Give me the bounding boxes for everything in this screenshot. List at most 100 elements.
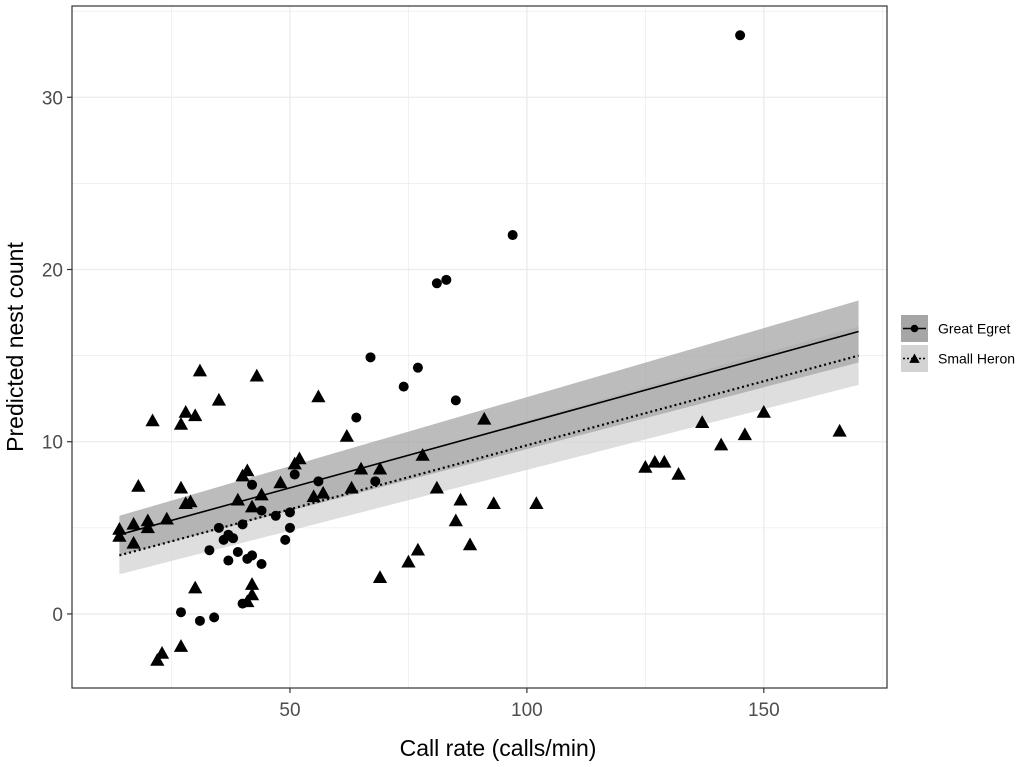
data-point-triangle [671,466,686,480]
data-point-circle [209,612,220,623]
data-point-triangle [254,487,269,501]
data-point-circle [247,479,258,490]
data-point-triangle [211,392,227,406]
data-point-triangle [339,429,354,442]
data-point-triangle [273,475,288,489]
data-point-triangle [126,516,141,530]
data-point-triangle [150,652,165,666]
data-point-triangle [292,451,307,465]
x-axis-title: Call rate (calls/min) [400,735,597,761]
data-point-circle [351,412,362,423]
data-point-triangle [140,513,155,527]
data-point-triangle [477,411,492,425]
data-point-triangle [714,437,729,451]
data-point-triangle [244,577,260,590]
data-point-triangle [126,535,141,549]
data-point-circle [284,522,295,533]
data-point-circle [450,395,461,406]
data-point-triangle [737,427,752,441]
data-point-triangle [230,492,245,506]
data-point-circle [228,533,239,544]
data-point-triangle [240,594,255,608]
data-point-circle [313,476,324,487]
plot-border [71,5,888,689]
data-point-triangle [401,554,416,568]
data-point-circle [280,534,291,545]
data-point-triangle [353,461,369,475]
data-point-circle [735,30,746,41]
data-point-triangle [244,499,260,513]
data-point-circle [194,615,205,626]
data-point-triangle [140,520,155,534]
data-point-triangle [306,489,321,503]
data-point-triangle [112,522,127,535]
data-point-triangle [188,580,203,594]
data-point-circle [223,555,234,566]
data-point-circle [507,230,518,241]
data-point-triangle [415,448,430,461]
data-point-triangle [159,511,174,525]
legend-key [901,345,928,372]
axis-ticks: 50 100 150 0 10 20 30 [42,88,780,721]
fit-line [119,330,859,536]
data-point-triangle [372,461,388,475]
data-point-triangle [695,415,710,429]
data-point-circle [237,519,248,530]
data-point-circle [370,476,381,487]
data-point-triangle [344,480,359,494]
data-point-triangle [462,537,478,551]
data-point-triangle [131,479,146,492]
y-tick-label: 30 [42,88,63,109]
confidence-bands [119,300,859,575]
y-tick-label: 0 [52,605,63,626]
y-tick-label: 20 [42,261,63,282]
data-point-triangle [647,454,662,468]
data-point-circle [270,510,281,521]
data-point-triangle [657,454,672,468]
data-point-triangle [311,389,326,403]
data-point-circle [204,545,215,556]
data-point-triangle [240,463,255,477]
data-point-triangle [154,646,170,659]
legend-key [901,315,928,342]
fit-lines [119,330,859,557]
data-point-triangle [173,417,189,430]
data-point-triangle [638,460,653,473]
data-point-triangle [372,570,388,584]
data-point-triangle [178,404,193,418]
legend-label: Great Egret [938,321,1010,337]
data-point-circle [213,522,224,533]
data-point-circle [256,559,267,569]
data-points [112,30,847,666]
data-point-circle [441,274,452,285]
data-point-circle [247,550,258,561]
x-tick-label: 50 [279,700,300,721]
data-point-circle [412,362,423,373]
data-point-circle [365,352,376,363]
data-point-triangle [183,494,198,508]
data-point-circle [398,381,409,392]
data-point-triangle [316,485,331,499]
data-point-triangle [486,496,501,509]
legend-label: Small Heron [938,351,1015,367]
data-point-triangle [529,496,544,509]
data-point-triangle [244,587,260,601]
legend-key-triangle [909,353,920,363]
legend: Great Egret Small Heron [901,315,1015,372]
y-axis-title: Predicted nest count [2,242,28,452]
data-point-circle [232,546,243,557]
data-point-triangle [832,423,847,437]
data-point-circle [289,469,300,480]
data-point-triangle [145,413,160,427]
data-point-triangle [173,639,189,652]
data-point-circle [284,507,295,518]
data-point-circle [175,607,186,618]
confidence-band [119,300,859,556]
data-point-triangle [112,528,127,542]
data-point-triangle [249,368,264,382]
data-point-circle [431,278,442,289]
data-point-triangle [410,542,426,556]
data-point-triangle [188,408,203,422]
data-point-triangle [173,480,189,494]
